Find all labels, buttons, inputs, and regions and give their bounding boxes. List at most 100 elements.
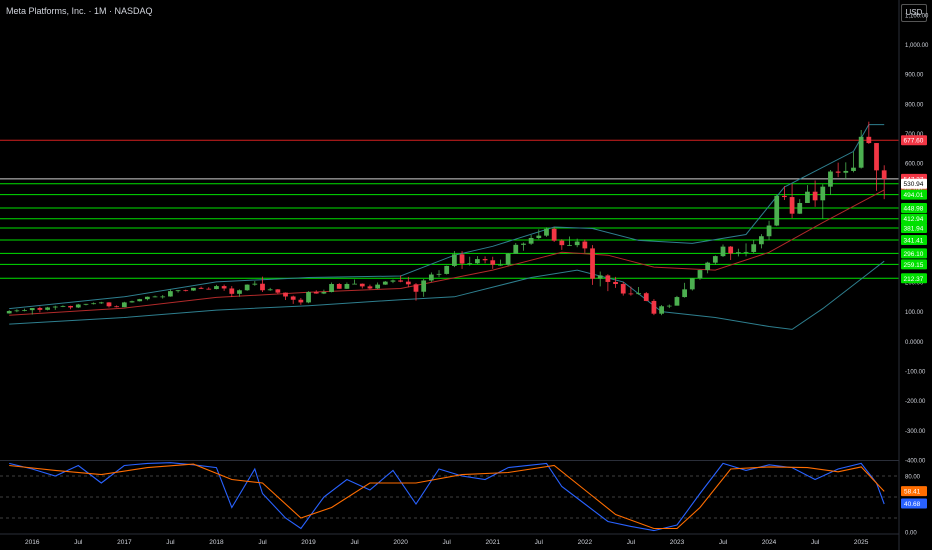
candle-body: [444, 265, 450, 274]
y-tick-label: 200.00: [905, 280, 924, 286]
level-price-label: 341.41: [904, 237, 924, 244]
candle-body: [29, 308, 35, 311]
x-tick-label: Jul: [627, 539, 636, 546]
level-price-box: [901, 213, 927, 224]
candle-body: [298, 299, 304, 303]
stoch-last-value-label: 58.41: [904, 489, 921, 496]
candles: [6, 121, 887, 316]
x-tick-label: Jul: [443, 539, 452, 546]
candle-body: [620, 284, 626, 294]
candle-body: [421, 280, 427, 292]
stoch-last-value-box: [901, 498, 927, 509]
candle-body: [206, 288, 212, 290]
y-tick-label: 800.00: [905, 102, 924, 108]
candle-body: [306, 292, 311, 303]
x-tick-label: 2021: [486, 539, 501, 546]
candle-body: [221, 286, 227, 289]
stoch-y-tick-label: 80.00: [905, 475, 921, 481]
y-tick-label: 100.00: [905, 310, 924, 316]
candle-body: [144, 296, 150, 300]
candle-body: [106, 302, 112, 307]
candle-body: [375, 284, 380, 289]
candle-body: [651, 300, 657, 314]
candle-body: [697, 270, 703, 279]
candle-body: [881, 170, 887, 179]
candle-body: [498, 264, 503, 266]
candle-body: [567, 245, 572, 246]
candle-body: [467, 263, 473, 265]
x-tick-label: Jul: [166, 539, 175, 546]
candle-body: [866, 136, 872, 144]
candle-body: [191, 287, 196, 291]
candle-body: [659, 306, 664, 314]
candle-body: [605, 275, 611, 282]
candle-body: [60, 305, 66, 307]
candle-body: [735, 252, 741, 254]
candle-body: [582, 241, 588, 249]
candle-body: [820, 186, 826, 201]
candle-body: [68, 305, 73, 308]
candle-body: [152, 296, 158, 298]
candle-body: [252, 283, 258, 285]
candle-body: [405, 281, 411, 285]
candle-body: [137, 299, 143, 302]
stoch-line-0: [9, 462, 885, 532]
candle-body: [597, 275, 603, 279]
candle-body: [851, 167, 856, 171]
candle-body: [344, 284, 350, 289]
candle-body: [382, 281, 388, 285]
candle-body: [674, 297, 680, 306]
candle-body: [398, 280, 404, 282]
x-tick-label: 2016: [25, 539, 40, 546]
level-price-box: [901, 248, 927, 259]
indicator-overlays: [9, 124, 885, 330]
candle-body: [275, 289, 281, 293]
candle-body: [6, 311, 12, 314]
candle-body: [789, 197, 795, 214]
candle-body: [229, 288, 235, 294]
candle-body: [766, 225, 772, 237]
level-price-label: 448.98: [904, 206, 924, 213]
candle-body: [828, 171, 833, 187]
candle-body: [521, 243, 526, 245]
level-price-box: [901, 189, 927, 200]
candle-body: [283, 292, 288, 297]
x-tick-label: 2024: [762, 539, 777, 546]
candle-body: [121, 302, 127, 308]
x-tick-label: 2022: [578, 539, 593, 546]
y-tick-label: 1,100.00: [905, 13, 929, 19]
level-price-label: 212.37: [904, 276, 924, 283]
candle-body: [643, 293, 649, 301]
candle-body: [858, 136, 864, 168]
y-tick-label: -300.00: [905, 429, 926, 435]
level-price-box: [901, 203, 927, 214]
candle-body: [83, 303, 89, 305]
candle-body: [160, 296, 166, 298]
level-price-box: [901, 234, 927, 245]
candle-body: [712, 256, 718, 263]
candle-body: [336, 284, 342, 289]
level-price-box: [901, 259, 927, 270]
x-tick-label: Jul: [719, 539, 728, 546]
candle-body: [513, 244, 519, 254]
currency-button[interactable]: USD: [901, 4, 927, 22]
candle-body: [705, 262, 711, 271]
candle-body: [237, 290, 242, 294]
candle-body: [98, 302, 104, 304]
candle-body: [490, 260, 496, 265]
candle-body: [75, 304, 81, 308]
candle-body: [244, 284, 250, 291]
level-price-label: 412.94: [904, 216, 924, 223]
x-tick-label: 2023: [670, 539, 685, 546]
level-price-label: 494.01: [904, 192, 924, 199]
x-tick-label: 2025: [854, 539, 869, 546]
candle-body: [52, 306, 58, 308]
x-tick-label: 2018: [209, 539, 224, 546]
candle-body: [22, 310, 27, 311]
candle-body: [628, 293, 634, 295]
candle-body: [759, 236, 764, 245]
candle-body: [352, 283, 357, 285]
candle-body: [574, 241, 580, 246]
level-price-label: 296.10: [904, 251, 924, 258]
